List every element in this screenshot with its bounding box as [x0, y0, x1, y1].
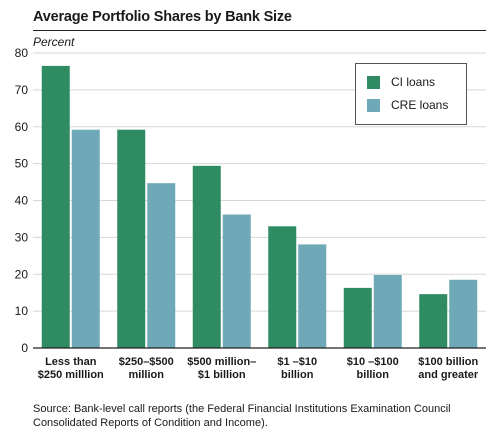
x-category-label: and greater — [418, 369, 479, 381]
bar-ci — [117, 129, 146, 348]
y-tick-label: 30 — [15, 230, 29, 244]
bar-cre — [298, 244, 327, 348]
bar-ci — [268, 226, 297, 348]
bar-cre — [222, 214, 251, 348]
x-category-label: $250 milllion — [38, 369, 104, 381]
bar-ci — [41, 65, 70, 348]
bar-cre — [71, 129, 100, 348]
legend-label-ci: CI loans — [391, 75, 436, 89]
bar-ci — [192, 165, 221, 348]
x-category-label: billion — [357, 369, 390, 381]
bar-cre — [449, 279, 478, 348]
bar-cre — [147, 183, 176, 348]
y-tick-label: 20 — [15, 267, 29, 281]
bar-ci — [343, 287, 372, 348]
chart-legend: CI loans CRE loans — [355, 63, 467, 125]
legend-swatch-cre — [367, 98, 380, 112]
legend-swatch-ci — [367, 75, 380, 89]
legend-item-cre: CRE loans — [367, 98, 448, 112]
legend-label-cre: CRE loans — [391, 98, 449, 112]
chart-title: Average Portfolio Shares by Bank Size — [33, 9, 292, 25]
bar-cre — [373, 274, 402, 348]
x-category-label: $250–$500 — [119, 356, 174, 368]
title-divider — [33, 30, 486, 31]
x-category-label: $100 billion — [418, 356, 478, 368]
y-tick-label: 0 — [21, 341, 28, 355]
x-category-label: $1 –$10 — [277, 356, 317, 368]
y-tick-label: 80 — [15, 46, 29, 60]
y-axis-label: Percent — [33, 35, 75, 49]
y-tick-label: 10 — [15, 304, 29, 318]
x-category-label: $10 –$100 — [347, 356, 399, 368]
x-category-label: $500 million– — [187, 356, 256, 368]
legend-item-ci: CI loans — [367, 75, 435, 89]
y-tick-label: 40 — [15, 194, 29, 208]
bar-ci — [419, 294, 448, 348]
x-category-label: $1 billion — [198, 369, 246, 381]
y-tick-label: 50 — [15, 157, 29, 171]
source-note: Source: Bank-level call reports (the Fed… — [33, 403, 451, 429]
x-category-label: Less than — [45, 356, 97, 368]
x-category-label: billion — [281, 369, 314, 381]
y-tick-label: 70 — [15, 83, 29, 97]
x-category-label: million — [129, 369, 165, 381]
y-tick-label: 60 — [15, 120, 29, 134]
